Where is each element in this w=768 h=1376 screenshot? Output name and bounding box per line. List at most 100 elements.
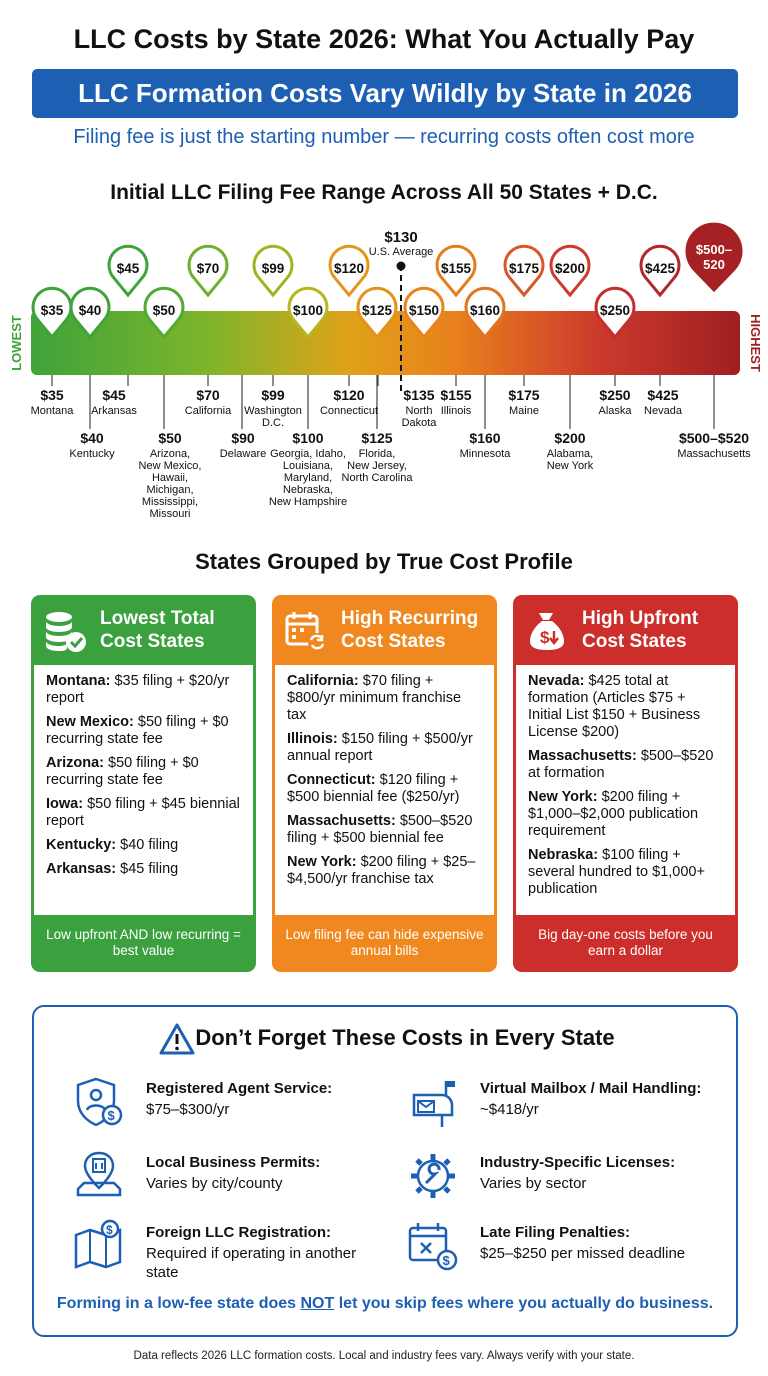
state-name: Alaska: [598, 405, 632, 417]
svg-text:$: $: [443, 1253, 451, 1268]
lowest-label: LOWEST: [9, 315, 24, 371]
list-item: Massachusetts: $500–$520 at formation: [528, 748, 714, 781]
card-header: $ High Upfront Cost States: [513, 595, 738, 665]
state-name: Louisiana,: [283, 460, 333, 472]
fee-label: $155: [440, 387, 471, 403]
cost-value: $25–$250 per missed deadline: [480, 1245, 686, 1262]
state-name: Massachusetts: [677, 448, 751, 460]
fee-label: $200: [554, 430, 585, 446]
list-item: Nevada: $425 total at formation (Article…: [528, 673, 701, 740]
card-body: Montana: $35 filing + $20/yr report New …: [34, 665, 253, 915]
state-name: Nebraska,: [283, 484, 333, 496]
state-name: Illinois: [441, 405, 472, 417]
pin-label: 520: [703, 257, 725, 272]
pin-label: $150: [409, 303, 439, 318]
fee-pin: [435, 244, 477, 298]
cost-label: Local Business Permits:: [146, 1154, 321, 1171]
state-name: D.C.: [262, 417, 284, 429]
fee-label: $135: [403, 387, 434, 403]
cost-label: Late Filing Penalties:: [480, 1224, 631, 1241]
fee-pin: [69, 286, 111, 340]
map-dollar-icon: $: [74, 1219, 122, 1269]
list-item: Nebraska: $100 filing + several hundred …: [528, 847, 705, 897]
range-bar: [31, 311, 740, 375]
pin-label: $250: [600, 303, 630, 318]
list-item: Montana: $35 filing + $20/yr report: [46, 673, 230, 706]
svg-text:$: $: [108, 1108, 116, 1123]
cost-value: Required if operating in another state: [146, 1245, 357, 1281]
fee-label: $40: [80, 430, 104, 446]
footer-note: Data reflects 2026 LLC formation costs. …: [133, 1350, 635, 1362]
average-label: U.S. Average: [369, 246, 434, 258]
state-name: Minnesota: [460, 448, 512, 460]
state-name: Mississippi,: [142, 496, 198, 508]
card-header: High Recurring Cost States: [272, 595, 497, 665]
state-name: Delaware: [220, 448, 266, 460]
state-name: Hawaii,: [152, 472, 188, 484]
card-body: Nevada: $425 total at formation (Article…: [516, 665, 735, 915]
fee-pin: [187, 244, 229, 298]
fee-label: $99: [261, 387, 285, 403]
average-value: $130: [384, 229, 417, 246]
card-footer: Low upfront AND low recurring = best val…: [46, 927, 241, 958]
fee-pin: [143, 286, 185, 340]
list-item: Arkansas: $45 filing: [46, 861, 179, 877]
state-name: North: [406, 405, 433, 417]
state-name: Michigan,: [146, 484, 193, 496]
list-item: Arizona: $50 filing + $0 recurring state…: [46, 755, 199, 788]
cost-value: Varies by city/county: [146, 1175, 283, 1192]
fee-pin: [549, 244, 591, 298]
state-name: North Carolina: [342, 472, 414, 484]
fee-pin: [328, 244, 370, 298]
fee-pin: [107, 244, 149, 298]
card-footer: Big day-one costs before you earn a doll…: [538, 927, 713, 958]
fee-pin: [503, 244, 545, 298]
pin-label: $40: [79, 303, 102, 318]
state-name: Kentucky: [69, 448, 115, 460]
costs-note: Forming in a low-fee state does NOT let …: [56, 1295, 714, 1312]
fee-pin: [252, 244, 294, 298]
fee-label: $100: [292, 430, 323, 446]
list-item: Illinois: $150 filing + $500/yr annual r…: [287, 731, 473, 764]
state-name: New Hampshire: [269, 496, 347, 508]
svg-text:$: $: [106, 1223, 113, 1237]
state-name: Alabama,: [547, 448, 593, 460]
fee-label: $90: [231, 430, 255, 446]
page-title: LLC Costs by State 2026: What You Actual…: [73, 24, 695, 54]
fee-pin: [403, 286, 445, 340]
cost-label: Registered Agent Service:: [146, 1080, 333, 1097]
groups-title: States Grouped by True Cost Profile: [195, 549, 573, 574]
calendar-refresh-icon: [285, 612, 326, 651]
group-card-upfront: $ High Upfront Cost States Nevada: $425 …: [513, 595, 738, 972]
state-name: Florida,: [359, 448, 396, 460]
pin-label: $200: [555, 261, 585, 276]
fee-label: $120: [333, 387, 364, 403]
cost-label: Industry-Specific Licenses:: [480, 1154, 676, 1171]
fee-label: $35: [40, 387, 64, 403]
cost-value: $75–$300/yr: [146, 1101, 230, 1118]
state-name: Connecticut: [320, 405, 378, 417]
card-title: Lowest Total Cost States: [100, 608, 215, 652]
headline-banner: LLC Formation Costs Vary Wildly by State…: [32, 69, 738, 118]
pin-label: $155: [441, 261, 472, 276]
fee-label: $500–$520: [679, 430, 749, 446]
list-item: Massachusetts: $500–$520 filing + $500 b…: [287, 813, 473, 846]
card-footer: Low filing fee can hide expensive annual…: [285, 927, 484, 958]
fee-pin: [639, 244, 681, 298]
card-body: California: $70 filing + $800/yr minimum…: [275, 665, 494, 915]
fee-label: $250: [599, 387, 630, 403]
fee-label: $45: [102, 387, 126, 403]
fee-pin: [356, 286, 398, 340]
fee-pin: [685, 222, 743, 293]
shield-person-icon: $: [76, 1077, 123, 1127]
list-item: New York: $200 filing + $1,000–$2,000 pu…: [528, 789, 699, 839]
state-name: Maine: [509, 405, 539, 417]
pin-label: $120: [334, 261, 364, 276]
fee-label: $50: [158, 430, 182, 446]
pin-label: $125: [362, 303, 393, 318]
gear-wrench-icon: [411, 1154, 455, 1198]
group-card-lowest: Lowest Total Cost States Montana: $35 fi…: [31, 595, 256, 972]
list-item: Kentucky: $40 filing: [46, 837, 179, 853]
state-name: California: [185, 405, 232, 417]
